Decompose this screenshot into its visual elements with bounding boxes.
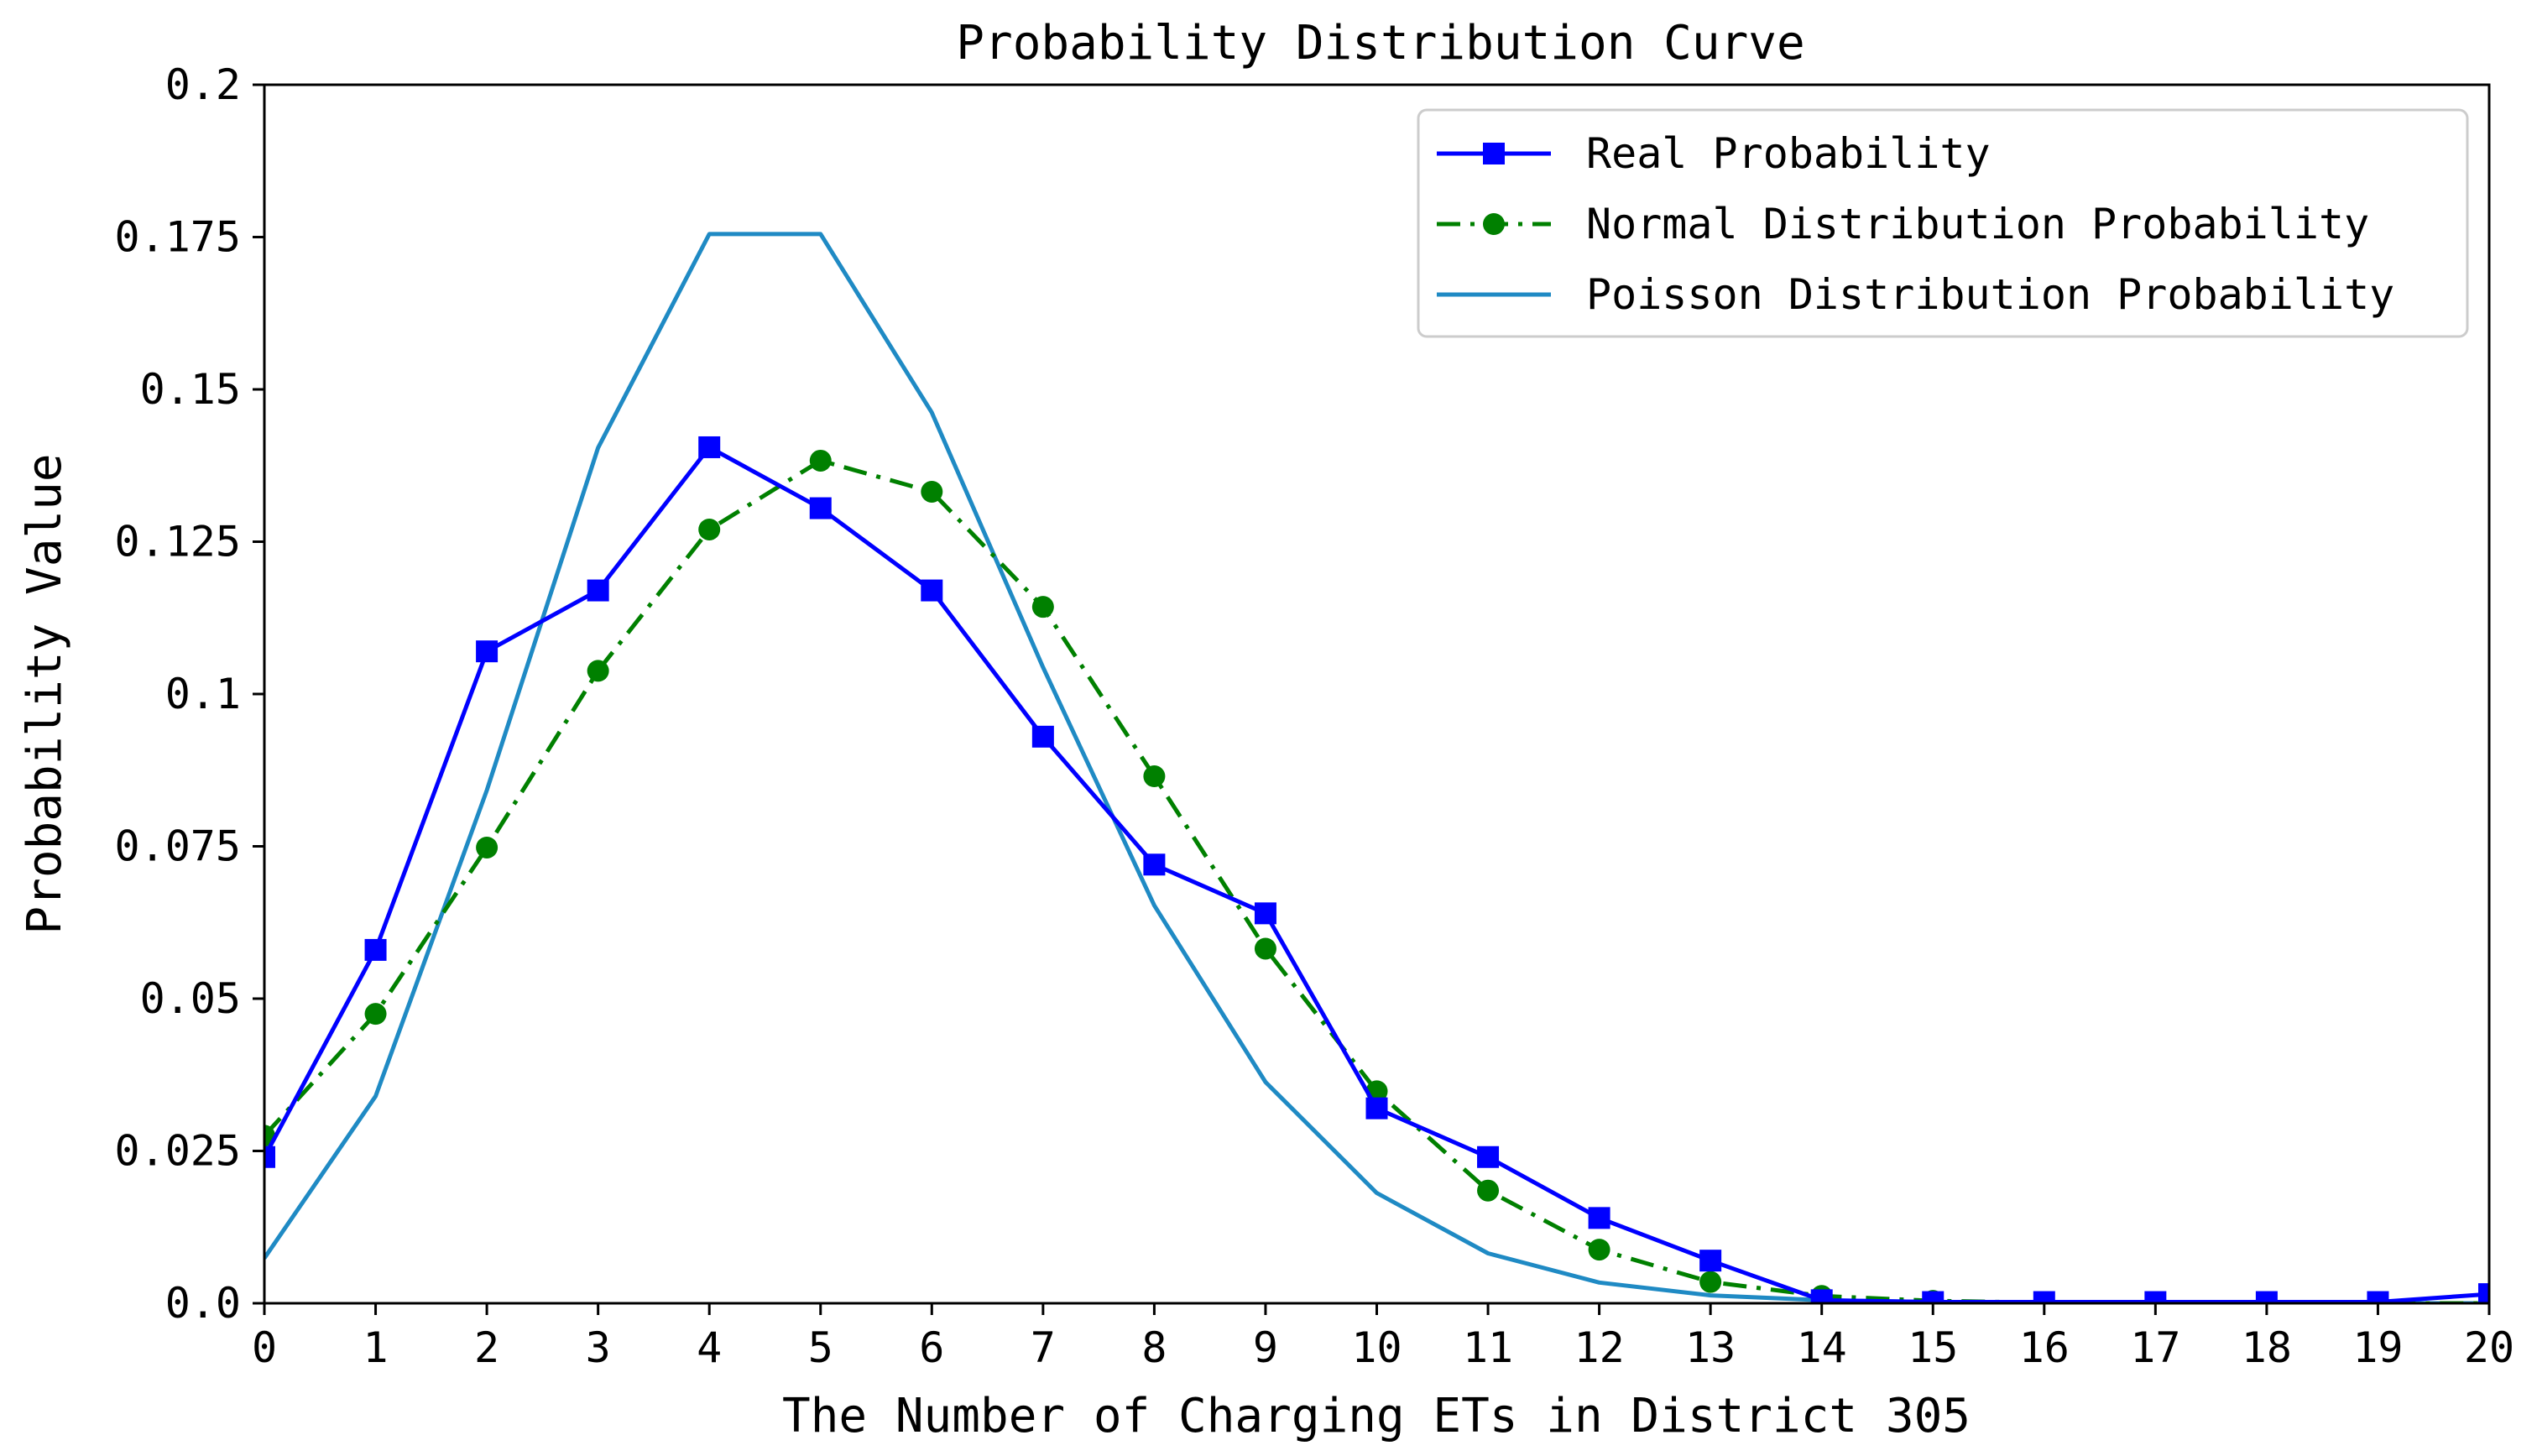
chart-title: Probability Distribution Curve [956,16,1804,70]
series-2-group [264,232,2489,1303]
data-point [587,660,609,682]
data-point [1143,853,1166,876]
data-point [587,579,609,602]
data-point [809,497,832,519]
data-point [809,449,832,472]
data-point [364,938,387,961]
legend: Real Probability Normal Distribution Prob… [1417,108,2469,338]
data-point [698,436,721,458]
x-tick-label: 11 [1463,1323,1513,1372]
axis-ticks: 0 1 2 3 4 5 6 7 8 9 10 11 12 13 14 15 16 17 18 19 200.00.025… [114,60,2514,1372]
data-point [1143,765,1166,788]
data-point [1477,1145,1500,1168]
data-point [1588,1207,1610,1229]
data-point [1699,1271,1722,1293]
x-tick-label: 13 [1685,1323,1736,1372]
data-point [2255,1291,2278,1303]
legend-label: Real Probability [1586,129,1991,178]
data-point [1477,1179,1500,1202]
data-point [1699,1250,1722,1272]
y-tick-label: 0.1 [165,670,241,718]
y-tick-label: 0.15 [140,365,241,414]
y-tick-label: 0.05 [140,974,241,1023]
x-tick-label: 17 [2130,1323,2180,1372]
data-point [921,579,943,602]
x-axis-label: The Number of Charging ETs in District 3… [782,1389,1971,1443]
x-tick-label: 7 [1031,1323,1056,1372]
x-tick-label: 16 [2019,1323,2070,1372]
y-tick-label: 0.075 [114,822,241,871]
x-tick-label: 5 [808,1323,833,1372]
x-tick-label: 9 [1253,1323,1278,1372]
data-point [1588,1239,1610,1261]
x-tick-label: 14 [1797,1323,1847,1372]
data-point [2478,1283,2489,1303]
x-tick-label: 6 [919,1323,944,1372]
data-point [2144,1291,2167,1303]
legend-marker [1483,143,1505,164]
y-tick-label: 0.2 [165,60,241,109]
data-point [1922,1291,1945,1303]
x-tick-label: 19 [2352,1323,2403,1372]
data-point [264,1145,275,1168]
data-point [2367,1291,2389,1303]
x-tick-label: 12 [1574,1323,1624,1372]
data-point [1810,1289,1833,1303]
data-point [1254,902,1276,925]
y-tick-label: 0.175 [114,213,241,262]
x-tick-label: 8 [1141,1323,1167,1372]
x-tick-label: 20 [2464,1323,2514,1372]
data-point [2033,1291,2055,1303]
y-tick-label: 0.125 [114,518,241,566]
data-point [1365,1097,1388,1119]
data-point [476,640,499,663]
x-tick-label: 15 [1908,1323,1958,1372]
x-tick-label: 4 [697,1323,722,1372]
data-point [364,1003,387,1025]
y-tick-label: 0.0 [165,1279,241,1328]
x-tick-label: 10 [1351,1323,1402,1372]
x-tick-label: 2 [474,1323,499,1372]
legend-marker [1483,213,1505,235]
x-tick-label: 0 [252,1323,277,1372]
x-tick-label: 1 [363,1323,388,1372]
data-point [1031,596,1054,618]
x-tick-label: 3 [586,1323,611,1372]
x-tick-label: 18 [2242,1323,2292,1372]
legend-label: Normal Distribution Probability [1586,200,2369,248]
series-line [264,232,2489,1303]
data-point [1031,725,1054,748]
legend-label: Poisson Distribution Probability [1586,270,2394,319]
legend-box [1417,108,2469,338]
data-point [921,480,943,503]
y-axis-label: Probability Value [18,453,72,934]
data-point [1254,937,1276,960]
y-tick-label: 0.025 [114,1127,241,1176]
data-point [698,518,721,540]
data-point [476,836,499,858]
